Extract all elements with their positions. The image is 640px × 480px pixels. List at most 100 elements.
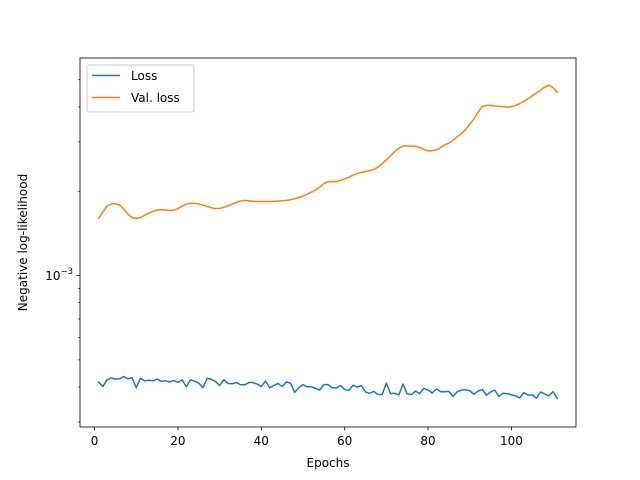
data-point-val-loss (331, 181, 333, 183)
data-point-val-loss (494, 105, 496, 107)
data-point-val-loss (119, 204, 121, 206)
data-point-loss (465, 389, 467, 391)
data-point-loss (310, 386, 312, 388)
data-point-val-loss (394, 151, 396, 153)
data-point-loss (223, 379, 225, 381)
data-point-val-loss (127, 213, 129, 215)
data-point-val-loss (406, 145, 408, 147)
data-point-val-loss (244, 200, 246, 202)
data-point-loss (452, 396, 454, 398)
data-point-val-loss (431, 150, 433, 152)
data-point-loss (444, 391, 446, 393)
data-point-val-loss (444, 144, 446, 146)
data-point-val-loss (252, 200, 254, 202)
data-point-loss (156, 378, 158, 380)
data-point-loss (331, 387, 333, 389)
data-point-val-loss (231, 203, 233, 205)
data-point-loss (390, 393, 392, 395)
data-point-val-loss (360, 172, 362, 174)
data-point-val-loss (144, 214, 146, 216)
data-point-loss (473, 393, 475, 395)
data-point-loss (419, 393, 421, 395)
data-point-val-loss (240, 200, 242, 202)
data-point-loss (523, 392, 525, 394)
data-point-val-loss (506, 106, 508, 108)
data-point-val-loss (456, 136, 458, 138)
data-point-val-loss (248, 200, 250, 202)
data-point-val-loss (498, 105, 500, 107)
data-point-val-loss (273, 200, 275, 202)
data-point-val-loss (260, 201, 262, 203)
data-point-val-loss (206, 205, 208, 207)
data-point-loss (115, 378, 117, 380)
data-point-loss (448, 390, 450, 392)
data-point-loss (431, 392, 433, 394)
data-point-val-loss (235, 201, 237, 203)
data-point-loss (127, 378, 129, 380)
data-point-val-loss (215, 208, 217, 210)
data-point-val-loss (227, 205, 229, 207)
data-point-val-loss (98, 217, 100, 219)
data-point-loss (485, 394, 487, 396)
data-point-loss (506, 393, 508, 395)
data-point-loss (152, 380, 154, 382)
data-point-val-loss (477, 111, 479, 113)
data-point-loss (123, 376, 125, 378)
data-point-val-loss (485, 105, 487, 107)
data-point-val-loss (210, 207, 212, 209)
data-point-val-loss (298, 197, 300, 199)
x-tick-label: 60 (337, 434, 352, 448)
x-tick-label: 20 (170, 434, 185, 448)
data-point-val-loss (185, 203, 187, 205)
data-point-loss (160, 380, 162, 382)
data-point-val-loss (419, 146, 421, 148)
data-point-val-loss (552, 87, 554, 89)
data-point-val-loss (523, 100, 525, 102)
data-point-val-loss (152, 210, 154, 212)
plot-area (97, 84, 559, 400)
data-point-val-loss (427, 150, 429, 152)
data-point-loss (385, 382, 387, 384)
data-point-loss (260, 386, 262, 388)
data-point-val-loss (177, 208, 179, 210)
data-point-loss (490, 391, 492, 393)
data-point-val-loss (290, 199, 292, 201)
data-point-val-loss (435, 149, 437, 151)
data-point-loss (423, 387, 425, 389)
data-point-loss (290, 382, 292, 384)
data-point-loss (365, 391, 367, 393)
data-point-val-loss (544, 86, 546, 88)
data-point-loss (256, 383, 258, 385)
data-point-val-loss (335, 181, 337, 183)
data-point-val-loss (452, 139, 454, 141)
legend-box (86, 64, 195, 113)
data-point-val-loss (365, 171, 367, 173)
data-point-loss (398, 394, 400, 396)
data-point-val-loss (194, 202, 196, 204)
data-point-val-loss (344, 178, 346, 180)
data-point-val-loss (410, 145, 412, 147)
data-point-val-loss (115, 203, 117, 205)
data-point-loss (536, 397, 538, 399)
data-point-val-loss (481, 106, 483, 108)
data-point-val-loss (223, 206, 225, 208)
data-point-loss (131, 377, 133, 379)
data-point-loss (456, 391, 458, 393)
data-point-loss (298, 387, 300, 389)
data-point-val-loss (315, 189, 317, 191)
data-point-val-loss (536, 92, 538, 94)
data-point-loss (460, 389, 462, 391)
data-point-val-loss (540, 89, 542, 91)
data-point-loss (206, 377, 208, 379)
data-point-loss (252, 382, 254, 384)
data-point-loss (144, 380, 146, 382)
data-point-loss (377, 394, 379, 396)
data-point-val-loss (519, 103, 521, 105)
x-axis-label: Epochs (307, 456, 350, 470)
data-point-loss (369, 392, 371, 394)
data-point-loss (273, 385, 275, 387)
data-point-loss (110, 377, 112, 379)
data-point-loss (135, 387, 137, 389)
data-point-val-loss (531, 95, 533, 97)
data-point-val-loss (310, 191, 312, 193)
